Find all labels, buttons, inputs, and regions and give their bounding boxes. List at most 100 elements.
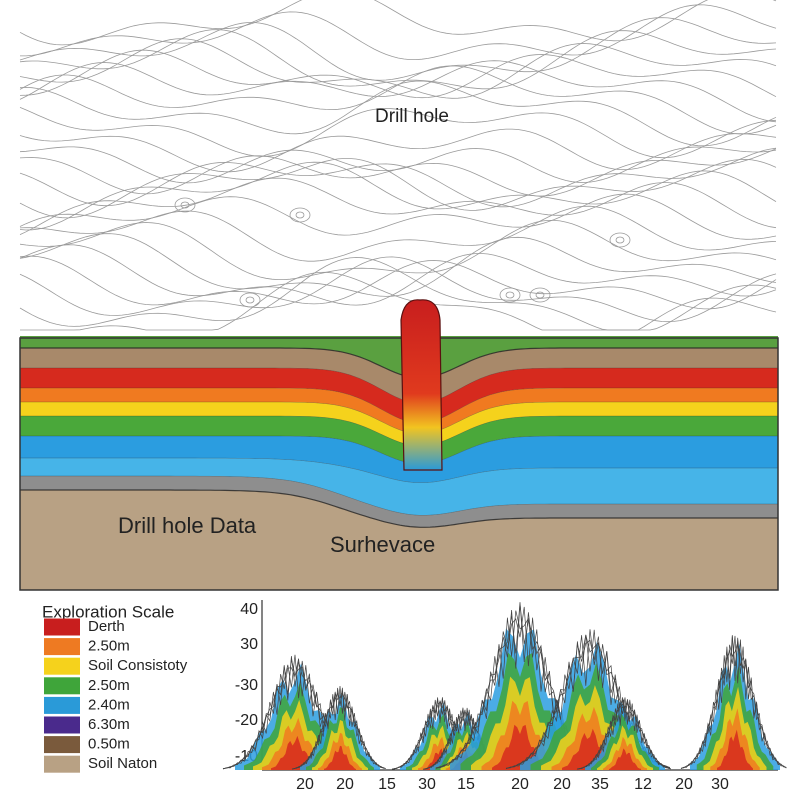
contour-loop <box>239 292 261 308</box>
x-tick-label: 35 <box>591 776 609 793</box>
contour-map <box>19 0 777 331</box>
contour-line <box>19 0 777 46</box>
legend-label: 2.40m <box>88 696 130 713</box>
layer-boundary <box>20 489 778 528</box>
x-tick-label: 15 <box>378 776 396 793</box>
profile-peak <box>717 729 753 770</box>
contour-line <box>19 257 777 331</box>
profile-trace <box>680 636 787 770</box>
x-tick-label: 30 <box>711 776 729 793</box>
legend-label: Soil Consistoty <box>88 657 188 674</box>
contour-line <box>19 161 777 231</box>
contour-loop <box>609 232 631 248</box>
legend: Derth 2.50m Soil Consistoty 2.50m 2.40m 6.30m… <box>44 618 188 773</box>
layer-boundary <box>20 347 778 379</box>
profile-peak <box>324 745 356 770</box>
contour-line <box>19 233 777 297</box>
soil-layer <box>20 348 778 403</box>
contour-loop <box>505 291 515 299</box>
legend-label: 0.50m <box>88 736 130 753</box>
soil-layer <box>20 490 778 590</box>
contour-loop <box>295 211 305 219</box>
map-label: Drill hole <box>375 106 449 127</box>
legend-swatch <box>44 696 80 714</box>
legend-swatch <box>44 736 80 754</box>
contour-line <box>19 107 777 159</box>
contour-line <box>19 29 777 90</box>
contour-line <box>19 256 777 323</box>
layer-boundary <box>20 435 778 465</box>
profile-trace <box>576 698 671 770</box>
section-label: Drill hole Data <box>118 513 257 538</box>
x-tick-label: 20 <box>553 776 571 793</box>
soil-layer <box>20 368 778 423</box>
contour-line <box>19 177 777 235</box>
x-tick-label: 15 <box>457 776 475 793</box>
layer-boundary <box>20 401 778 435</box>
layer-boundary <box>20 367 778 404</box>
legend-swatch <box>44 755 80 773</box>
contour-loop <box>529 287 551 303</box>
cross-section <box>20 336 778 590</box>
legend-label: 2.50m <box>88 638 130 655</box>
contour-line <box>19 147 777 208</box>
y-tick-label: 30 <box>240 636 258 653</box>
y-tick-label: -30 <box>235 677 258 694</box>
legend-swatch <box>44 677 80 695</box>
drill-column <box>400 299 443 471</box>
layer-boundary <box>20 387 778 424</box>
legend-swatch <box>44 716 80 734</box>
contour-line <box>19 60 777 123</box>
contour-loop <box>289 207 311 223</box>
soil-layer <box>20 458 778 516</box>
x-tick-label: 12 <box>634 776 652 793</box>
contour-line <box>19 128 777 173</box>
soil-layer <box>20 476 778 528</box>
layer-boundary <box>20 415 778 447</box>
soil-layer <box>20 336 778 378</box>
contour-line <box>19 148 777 197</box>
x-tick-label: 20 <box>675 776 693 793</box>
section-frame <box>19 337 779 591</box>
contour-loop <box>615 236 625 244</box>
soil-layer <box>20 402 778 446</box>
legend-label: Soil Naton <box>88 755 157 772</box>
profile-peak <box>609 748 641 770</box>
x-tick-label: 20 <box>336 776 354 793</box>
contour-line <box>19 220 777 280</box>
contour-line <box>19 205 777 262</box>
contour-line <box>19 193 777 240</box>
legend-label: Derth <box>88 618 125 635</box>
x-tick-label: 20 <box>511 776 529 793</box>
contour-line <box>20 4 777 60</box>
soil-layer <box>20 388 778 434</box>
x-tick-label: 30 <box>418 776 436 793</box>
contour-loop <box>499 287 521 303</box>
legend-swatch <box>44 657 80 675</box>
legend-swatch <box>44 618 80 636</box>
contour-line <box>19 80 777 147</box>
surface-label: Surhevace <box>330 532 435 557</box>
x-tick-label: 20 <box>296 776 314 793</box>
contour-loop <box>180 201 190 209</box>
profile-trace <box>291 687 386 770</box>
y-tick-label: 40 <box>240 601 258 618</box>
soil-layer <box>20 436 778 483</box>
contour-line <box>20 271 777 331</box>
layer-boundary <box>20 457 778 483</box>
y-tick-label: -20 <box>235 712 258 729</box>
contour-line <box>19 158 777 219</box>
contour-line <box>19 244 777 306</box>
contour-line <box>19 17 777 81</box>
contour-line <box>19 255 777 310</box>
legend-label: 6.30m <box>88 716 130 733</box>
soil-layer <box>20 416 778 464</box>
legend-swatch <box>44 638 80 656</box>
contour-loop <box>535 291 545 299</box>
contour-line <box>19 49 777 99</box>
legend-title: Exploration Scale <box>42 602 174 621</box>
contour-loop <box>245 296 255 304</box>
